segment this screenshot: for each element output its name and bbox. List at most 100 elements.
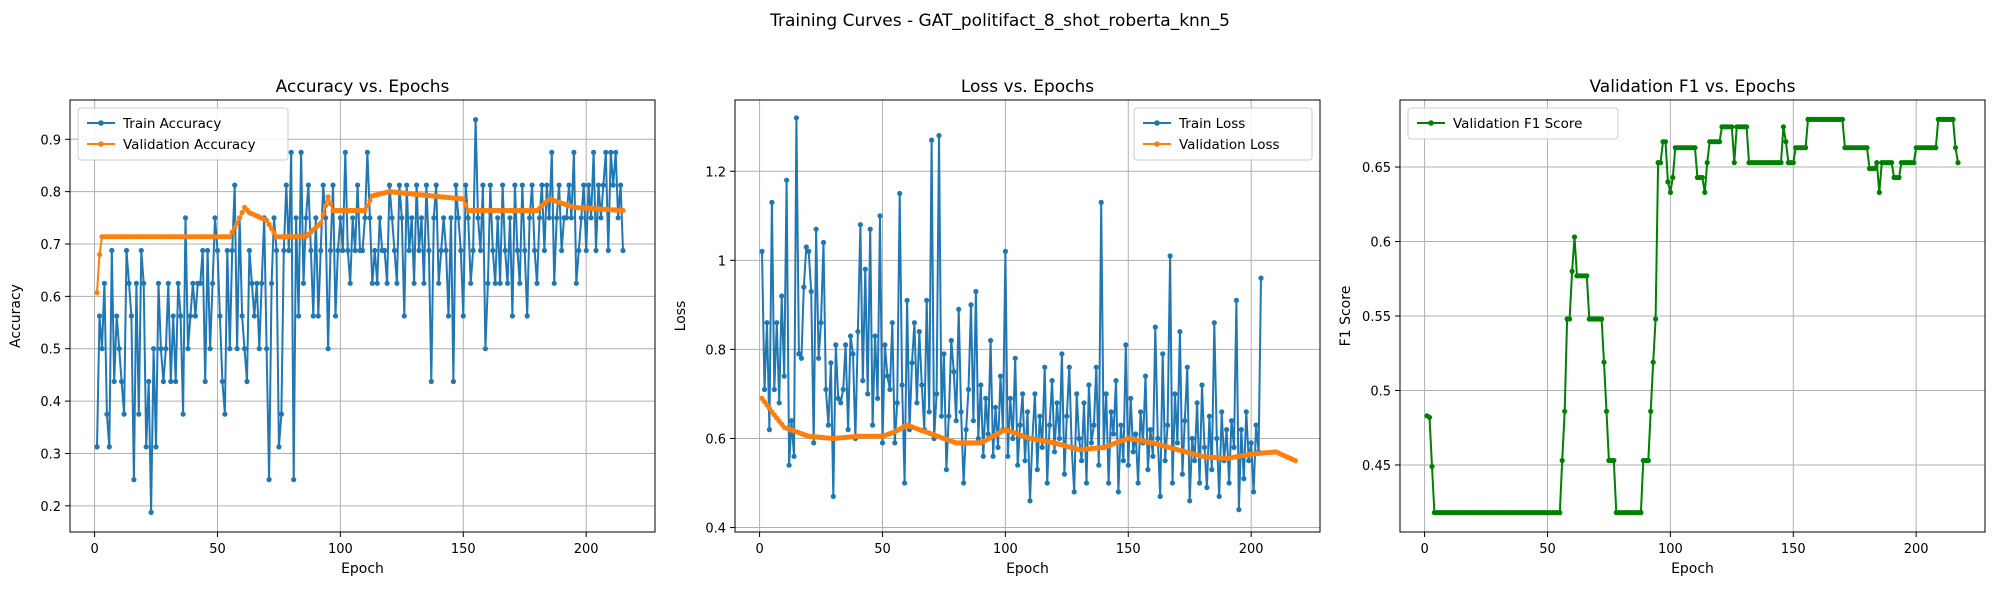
data-point (310, 313, 316, 319)
data-point (1429, 463, 1435, 470)
data-point (1110, 431, 1117, 437)
data-point (943, 467, 950, 473)
data-point (217, 313, 223, 319)
data-point (1034, 467, 1040, 473)
data-point (1197, 480, 1203, 486)
data-point (227, 346, 233, 352)
data-point (460, 196, 466, 202)
data-point (813, 226, 819, 232)
data-point (1157, 493, 1163, 499)
data-point (1138, 409, 1144, 415)
data-point (1584, 273, 1590, 279)
grid (1400, 100, 1985, 532)
legend: Train Accuracy Validation Accuracy (77, 107, 289, 161)
data-point (352, 247, 358, 254)
data-point (190, 280, 196, 286)
data-point (396, 182, 402, 188)
data-point (1155, 435, 1161, 442)
data-point (549, 149, 555, 155)
data-point (404, 182, 410, 188)
data-point (504, 280, 511, 286)
data-point (983, 395, 989, 401)
data-point (605, 247, 611, 254)
grid (735, 100, 1320, 532)
y-tick-label: 0.8 (40, 186, 61, 201)
data-point (615, 215, 621, 221)
data-point (1933, 145, 1939, 151)
data-point (359, 247, 366, 254)
data-point (1054, 400, 1060, 406)
data-point (997, 373, 1004, 379)
data-point (229, 247, 235, 254)
data-point (136, 411, 142, 417)
series-validation-f1-score (1424, 116, 1961, 516)
data-point (433, 182, 439, 188)
data-point (1071, 489, 1077, 495)
data-point (571, 149, 577, 155)
data-point (1162, 458, 1168, 464)
x-tick-label: 100 (993, 542, 1018, 557)
data-point (1790, 160, 1796, 166)
data-point (1702, 189, 1708, 195)
data-point (563, 215, 570, 221)
y-tick-label: 0.6 (40, 290, 61, 305)
data-point (305, 182, 311, 188)
data-point (1236, 507, 1242, 513)
data-point (330, 182, 336, 188)
data-point (1559, 457, 1565, 464)
data-point (1253, 422, 1259, 428)
data-point (781, 373, 787, 379)
data-point (318, 220, 324, 226)
data-point (121, 411, 127, 417)
y-axis-label: Accuracy (8, 284, 24, 348)
data-point (283, 182, 289, 188)
data-point (148, 509, 154, 515)
data-point (1426, 414, 1433, 420)
data-point (1199, 382, 1205, 388)
x-tick-label: 150 (1781, 542, 1806, 557)
data-point (1638, 509, 1644, 516)
data-point (426, 247, 432, 254)
data-point (1889, 160, 1895, 166)
data-point (1113, 378, 1119, 384)
data-point (1098, 199, 1104, 205)
data-point (345, 247, 351, 254)
data-point (568, 215, 575, 221)
data-point (988, 337, 994, 344)
data-point (249, 280, 255, 286)
data-point (1177, 329, 1183, 335)
data-point (1896, 174, 1902, 181)
data-point (1039, 444, 1045, 450)
data-point (298, 149, 304, 155)
data-point (779, 293, 785, 299)
y-tick-label: 0.55 (1362, 310, 1391, 325)
data-point (534, 280, 540, 286)
data-point (774, 320, 780, 326)
data-point (325, 194, 331, 200)
data-point (911, 320, 918, 326)
data-point (948, 337, 954, 344)
data-point (924, 297, 930, 303)
series-train-accuracy (94, 117, 626, 515)
data-point (320, 182, 326, 188)
data-point (1955, 160, 1961, 166)
data-point (364, 203, 370, 209)
data-point (796, 351, 802, 357)
data-point (892, 440, 898, 446)
data-point (1189, 435, 1195, 442)
data-point (544, 182, 550, 188)
data-point (416, 247, 422, 254)
x-tick-label: 0 (1420, 542, 1428, 557)
data-point (1103, 391, 1109, 397)
data-point (1729, 124, 1735, 130)
data-point (517, 280, 523, 286)
data-point (843, 342, 849, 348)
data-point (956, 306, 962, 312)
data-point (909, 360, 915, 366)
data-point (116, 346, 122, 352)
data-point (229, 229, 235, 235)
data-point (163, 346, 169, 352)
data-point (96, 313, 103, 319)
data-point (475, 215, 481, 221)
